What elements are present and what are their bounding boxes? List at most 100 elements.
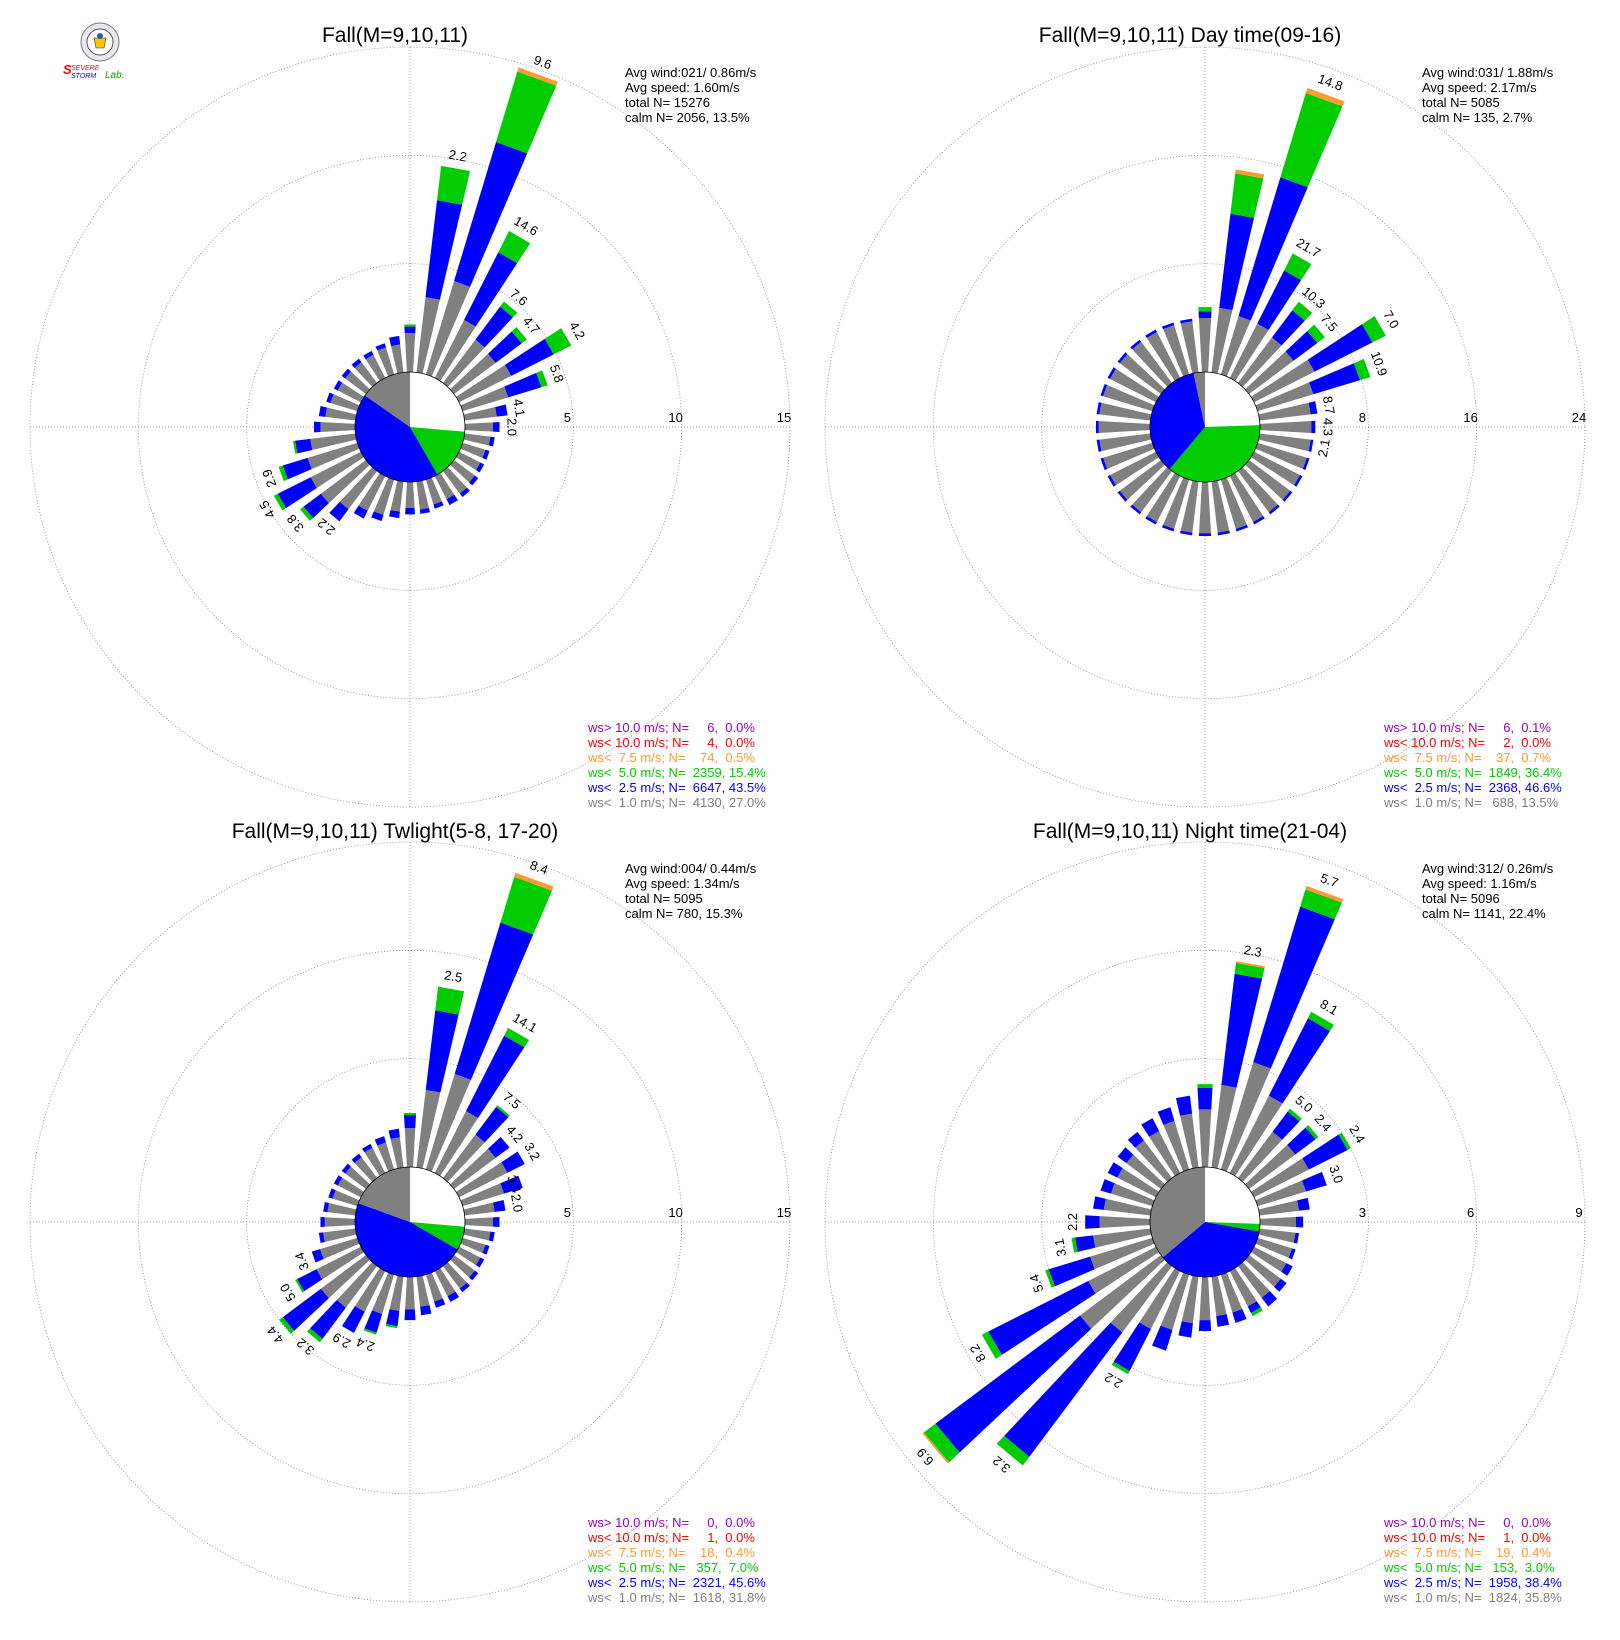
panel2-calm-pie-slice-3 [1193,372,1205,427]
panel4-bar-310-blue [1117,1147,1134,1164]
panel2-bar-40-blue [1272,310,1305,346]
panel2-bar-140-blue [1268,504,1280,515]
panel1-bar-340-gray [377,347,395,377]
panel1-bar-0-blue [404,326,416,334]
panel4-bar-150-gray [1229,1268,1257,1307]
panel3-bar-label-250: 3.4 [292,1250,312,1272]
panel3-bar-label-20: 8.4 [528,857,550,877]
panel3-bar-280-gray [327,1203,357,1216]
panel1-bar-240-green [273,493,287,511]
panel1-bar-300-blue [333,380,343,391]
panel3-bar-250-gray [320,1237,360,1260]
panel3-stats-line-3: calm N= 780, 15.3% [625,906,743,921]
panel1-bar-220-gray [339,467,378,510]
panel2-ring-label-1: 8 [1359,410,1366,425]
panel4-stats-line-2: total N= 5096 [1422,891,1500,906]
panel4-bar-130-gray [1245,1254,1281,1287]
panel4-bar-170-gray [1211,1275,1227,1317]
panel1-bar-90-blue [493,421,500,433]
panel3-bar-40-blue [475,1106,509,1143]
panel4-legend-entry-0: ws> 10.0 m/s; N= 0, 0.0% [1383,1515,1551,1530]
panel3-bar-240-green [295,1279,305,1293]
panel3-bar-340-gray [377,1142,395,1172]
panel4-bar-230-blue [935,1315,1092,1453]
panel3-bar-10-blue [425,1010,459,1093]
panel1-bar-10-gray [416,297,440,374]
panel3-bar-210-gray [354,1268,386,1312]
panel3-bar-40-green [496,1105,510,1118]
panel4-ring-2 [932,949,1478,1495]
panel2-bar-330-gray [1146,331,1181,381]
panel4-bar-20-orange [1305,885,1344,903]
panel3-bar-label-60: 3.2 [521,1140,543,1163]
panel3-bar-300-blue [333,1175,343,1186]
panel4-bar-160-gray [1220,1272,1243,1313]
panel1-bar-label-80: 4.1 [510,398,528,418]
panel1-bar-30-blue [464,252,518,327]
panel4-bar-340-blue [1157,1107,1175,1125]
panel2-bar-20-orange [1305,87,1345,107]
panel1-bar-290-gray [330,394,360,412]
panel4-bar-270-gray [1099,1216,1151,1228]
panel3-bar-180-gray [405,1276,415,1310]
panel1-bar-200-blue [371,511,384,522]
logo-text-severe: SEVERE [71,65,100,72]
panel1-bar-30-green [498,230,531,264]
panel3-calm-pie-slice-1 [410,1222,465,1250]
panel4-bar-70-blue [1302,1171,1327,1192]
panel4-bar-250-green [1045,1269,1055,1288]
panel3-bar-110-blue [482,1244,490,1255]
panel4-bar-label-240: 8.2 [967,1342,989,1365]
panel2-legend-entry-3: ws< 5.0 m/s; N= 1849, 36.4% [1383,765,1562,780]
panel1-bar-270-blue [313,421,321,433]
panel4-bar-0-gray [1198,1109,1212,1168]
panel3-bar-260-gray [323,1228,357,1242]
panel4-bar-330-gray [1149,1131,1181,1176]
panel4-bar-20-gray [1220,1062,1271,1172]
panel2-legend-entry-4: ws< 2.5 m/s; N= 2368, 46.6% [1383,780,1562,795]
panel4-bar-220-gray [1110,1262,1173,1333]
panel1-legend-entry-5: ws< 1.0 m/s; N= 4130, 27.0% [587,795,766,810]
panel4-bar-label-220: 3.2 [990,1453,1013,1476]
panel2-bar-350-blue [1180,318,1193,324]
panel1-ring-2 [137,154,683,700]
panel2-bar-60-green [1362,316,1386,343]
panel4-bar-260-blue [1075,1235,1096,1252]
panel3-bar-50-blue [487,1136,510,1158]
panel1-bar-190-blue [389,510,400,519]
panel1-bar-label-70: 5.8 [547,362,567,384]
panel1-bar-50-blue [487,331,522,363]
panel2-stats-line-0: Avg wind:031/ 1.88m/s [1422,65,1554,80]
panel2-bar-label-50: 7.5 [1318,311,1341,334]
panel1-bar-270-gray [320,421,356,433]
panel4-ring-label-3: 9 [1575,1205,1582,1220]
panel2-bar-280-blue [1096,402,1102,415]
panel2-bar-70-green [1353,358,1371,381]
panel1-bar-150-gray [434,473,455,500]
panel1-bar-150-blue [446,494,458,506]
panel4-bar-140-blue [1261,1291,1278,1307]
panel4-bar-350-gray [1180,1113,1199,1169]
panel4-ring-1 [1041,1058,1369,1386]
panel4-bar-40-green [1287,1108,1302,1122]
panel1-legend-entry-1: ws< 10.0 m/s; N= 4, 0.0% [587,735,755,750]
panel3-bar-240-blue [297,1269,323,1292]
panel3-bar-0-blue [404,1115,416,1129]
panel3-bar-290-gray [332,1190,360,1207]
panel3-bar-140-blue [459,1282,470,1293]
panel3-bar-350-gray [390,1137,404,1169]
panel4-bar-290-gray [1110,1183,1155,1207]
panel3-bar-270-gray [324,1217,356,1227]
panel2-ring-label-3: 24 [1572,410,1586,425]
panel3-title: Fall(M=9,10,11) Twlight(5-8, 17-20) [232,820,559,843]
panel3-ring-2 [137,949,683,1495]
panel2-bar-200-gray [1163,477,1190,529]
panel1-bar-60-green [544,328,572,355]
panel3-bar-340-blue [374,1136,386,1146]
panel4-bar-label-260: 3.1 [1051,1237,1069,1257]
panel4-bar-90-blue [1295,1216,1304,1228]
panel1-ring-label-3: 15 [777,410,791,425]
panel1-bar-140-blue [459,487,470,498]
panel1-ring-1 [246,263,574,591]
panel1-bar-170-gray [416,480,429,510]
